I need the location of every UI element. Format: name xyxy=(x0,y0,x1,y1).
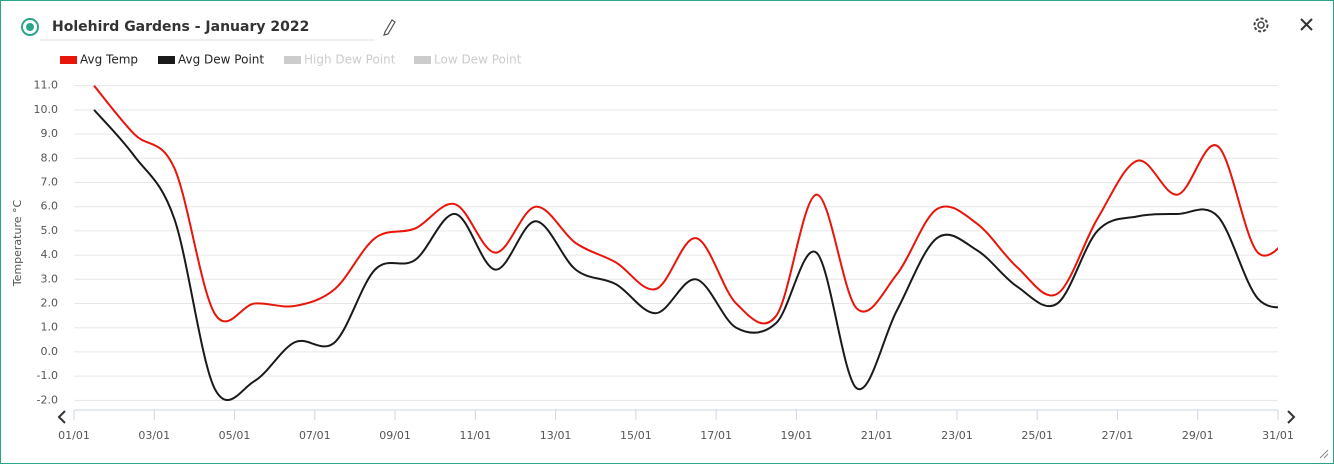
legend-label[interactable]: Avg Temp xyxy=(80,53,138,67)
y-tick-label: 1.0 xyxy=(41,321,59,334)
plot-area xyxy=(93,85,1278,402)
y-tick-label: -1.0 xyxy=(37,369,58,382)
radio-dot xyxy=(26,23,34,31)
legend-label[interactable]: Low Dew Point xyxy=(434,53,522,67)
x-tick-label: 11/01 xyxy=(459,429,491,442)
legend-swatch[interactable] xyxy=(60,56,77,64)
y-tick-label: 8.0 xyxy=(41,151,59,164)
edit-icon[interactable] xyxy=(383,19,396,36)
settings-icon[interactable] xyxy=(1253,17,1269,33)
y-tick-label: 4.0 xyxy=(41,248,59,261)
y-tick-label: 9.0 xyxy=(41,127,59,140)
y-tick-label: 10.0 xyxy=(34,103,59,116)
legend-swatch[interactable] xyxy=(158,56,175,64)
x-tick-label: 01/01 xyxy=(58,429,90,442)
series-line xyxy=(93,109,1278,402)
legend-swatch[interactable] xyxy=(284,56,301,64)
x-tick-label: 29/01 xyxy=(1182,429,1214,442)
x-tick-label: 05/01 xyxy=(219,429,251,442)
x-tick-label: 15/01 xyxy=(620,429,652,442)
y-tick-label: 6.0 xyxy=(41,200,59,213)
scroll-right[interactable] xyxy=(1287,410,1296,424)
close-icon[interactable] xyxy=(1300,18,1313,31)
x-tick-label: 13/01 xyxy=(540,429,572,442)
resize-handle[interactable] xyxy=(1319,449,1329,459)
series-line xyxy=(93,85,1278,325)
x-tick-label: 25/01 xyxy=(1021,429,1053,442)
y-tick-label: 5.0 xyxy=(41,224,59,237)
y-tick-label: 7.0 xyxy=(41,175,59,188)
x-tick-label: 21/01 xyxy=(861,429,893,442)
y-tick-label: -2.0 xyxy=(37,393,58,406)
x-tick-label: 23/01 xyxy=(941,429,973,442)
y-tick-label: 2.0 xyxy=(41,297,59,310)
legend-label[interactable]: High Dew Point xyxy=(304,53,396,67)
y-tick-label: 11.0 xyxy=(34,79,59,92)
x-tick-label: 09/01 xyxy=(379,429,411,442)
legend-label[interactable]: Avg Dew Point xyxy=(178,53,264,67)
y-tick-label: 0.0 xyxy=(41,345,59,358)
x-tick-label: 17/01 xyxy=(700,429,732,442)
radio-button[interactable] xyxy=(21,18,39,36)
chart-title[interactable]: Holehird Gardens - January 2022 xyxy=(52,19,309,35)
x-tick-label: 31/01 xyxy=(1262,429,1294,442)
legend-swatch[interactable] xyxy=(414,56,431,64)
x-tick-label: 19/01 xyxy=(781,429,813,442)
x-tick-label: 07/01 xyxy=(299,429,331,442)
y-axis-title: Temperature °C xyxy=(11,200,24,288)
x-tick-label: 03/01 xyxy=(138,429,170,442)
x-tick-label: 27/01 xyxy=(1102,429,1134,442)
scroll-left[interactable] xyxy=(57,410,66,424)
y-tick-label: 3.0 xyxy=(41,272,59,285)
